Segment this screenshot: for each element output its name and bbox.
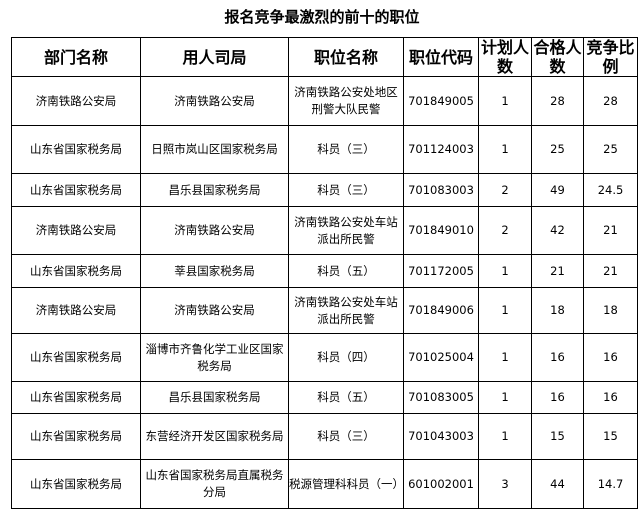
cell-qualified-count: 15	[531, 413, 584, 460]
cell-position-name: 科员（五）	[288, 254, 404, 288]
cell-bureau: 莘县国家税务局	[140, 254, 289, 288]
cell-department: 济南铁路公安局	[11, 287, 141, 334]
cell-competition-ratio: 16	[583, 381, 638, 414]
cell-bureau: 淄博市齐鲁化学工业区国家税务局	[140, 333, 289, 382]
cell-position-code: 701172005	[403, 254, 479, 288]
cell-competition-ratio: 24.5	[583, 173, 638, 207]
cell-position-name: 科员（三）	[288, 125, 404, 174]
cell-competition-ratio: 16	[583, 333, 638, 382]
cell-planned-count: 1	[478, 413, 532, 460]
cell-bureau: 昌乐县国家税务局	[140, 173, 289, 207]
cell-planned-count: 2	[478, 173, 532, 207]
cell-bureau: 山东省国家税务局直属税务分局	[140, 459, 289, 509]
table-row: 济南铁路公安局 济南铁路公安局 济南铁路公安处车站派出所民警 701849010 2 42…	[11, 206, 638, 255]
cell-department: 济南铁路公安局	[11, 76, 141, 126]
cell-competition-ratio: 14.7	[583, 459, 638, 509]
cell-planned-count: 1	[478, 76, 532, 126]
cell-position-code: 701849005	[403, 76, 479, 126]
cell-position-name: 科员（三）	[288, 413, 404, 460]
header-department: 部门名称	[11, 37, 141, 77]
cell-position-code: 701083005	[403, 381, 479, 414]
cell-position-name: 科员（三）	[288, 173, 404, 207]
cell-department: 山东省国家税务局	[11, 173, 141, 207]
header-competition-ratio: 竞争比例	[583, 37, 638, 77]
cell-bureau: 日照市岚山区国家税务局	[140, 125, 289, 174]
header-planned-count: 计划人数	[478, 37, 532, 77]
cell-position-code: 601002001	[403, 459, 479, 509]
table-row: 济南铁路公安局 济南铁路公安局 济南铁路公安处地区刑警大队民警 701849005 1 2…	[11, 76, 638, 126]
cell-qualified-count: 28	[531, 76, 584, 126]
cell-department: 山东省国家税务局	[11, 381, 141, 414]
cell-position-code: 701025004	[403, 333, 479, 382]
cell-planned-count: 3	[478, 459, 532, 509]
table-row: 山东省国家税务局 淄博市齐鲁化学工业区国家税务局 科员（四） 701025004 1 16…	[11, 333, 638, 382]
cell-position-code: 701083003	[403, 173, 479, 207]
cell-department: 山东省国家税务局	[11, 254, 141, 288]
cell-position-name: 济南铁路公安处地区刑警大队民警	[288, 76, 404, 126]
cell-qualified-count: 16	[531, 381, 584, 414]
cell-qualified-count: 16	[531, 333, 584, 382]
cell-competition-ratio: 28	[583, 76, 638, 126]
header-qualified-count: 合格人数	[531, 37, 584, 77]
cell-department: 山东省国家税务局	[11, 333, 141, 382]
table-row: 济南铁路公安局 济南铁路公安局 济南铁路公安处车站派出所民警 701849006 1 18…	[11, 287, 638, 334]
cell-planned-count: 1	[478, 333, 532, 382]
cell-position-name: 济南铁路公安处车站派出所民警	[288, 287, 404, 334]
cell-position-code: 701043003	[403, 413, 479, 460]
cell-bureau: 昌乐县国家税务局	[140, 381, 289, 414]
cell-bureau: 济南铁路公安局	[140, 287, 289, 334]
cell-bureau: 济南铁路公安局	[140, 206, 289, 255]
cell-department: 山东省国家税务局	[11, 125, 141, 174]
cell-planned-count: 1	[478, 125, 532, 174]
positions-table: 部门名称 用人司局 职位名称 职位代码 计划人数 合格人数 竞争比例 济南铁路公安局 济南铁路…	[11, 37, 638, 509]
cell-qualified-count: 49	[531, 173, 584, 207]
cell-bureau: 济南铁路公安局	[140, 76, 289, 126]
cell-competition-ratio: 15	[583, 413, 638, 460]
cell-qualified-count: 21	[531, 254, 584, 288]
cell-qualified-count: 44	[531, 459, 584, 509]
cell-planned-count: 2	[478, 206, 532, 255]
header-position-name: 职位名称	[288, 37, 404, 77]
cell-competition-ratio: 21	[583, 206, 638, 255]
table-row: 山东省国家税务局 昌乐县国家税务局 科员（三） 701083003 2 49 24.5	[11, 173, 638, 207]
cell-competition-ratio: 21	[583, 254, 638, 288]
table-header-row: 部门名称 用人司局 职位名称 职位代码 计划人数 合格人数 竞争比例	[11, 37, 638, 77]
cell-qualified-count: 18	[531, 287, 584, 334]
cell-qualified-count: 25	[531, 125, 584, 174]
cell-position-code: 701124003	[403, 125, 479, 174]
cell-qualified-count: 42	[531, 206, 584, 255]
table-row: 山东省国家税务局 东营经济开发区国家税务局 科员（三） 701043003 1 15 15	[11, 413, 638, 460]
cell-position-name: 科员（四）	[288, 333, 404, 382]
header-bureau: 用人司局	[140, 37, 289, 77]
cell-department: 济南铁路公安局	[11, 206, 141, 255]
table-row: 山东省国家税务局 昌乐县国家税务局 科员（五） 701083005 1 16 16	[11, 381, 638, 414]
cell-department: 山东省国家税务局	[11, 459, 141, 509]
header-position-code: 职位代码	[403, 37, 479, 77]
cell-position-name: 税源管理科科员（一）	[288, 459, 404, 509]
table-row: 山东省国家税务局 山东省国家税务局直属税务分局 税源管理科科员（一） 60100200…	[11, 459, 638, 509]
table-row: 山东省国家税务局 日照市岚山区国家税务局 科员（三） 701124003 1 25 25	[11, 125, 638, 174]
cell-planned-count: 1	[478, 381, 532, 414]
cell-competition-ratio: 18	[583, 287, 638, 334]
table-row: 山东省国家税务局 莘县国家税务局 科员（五） 701172005 1 21 21	[11, 254, 638, 288]
cell-position-code: 701849006	[403, 287, 479, 334]
page-title: 报名竞争最激烈的前十的职位	[224, 8, 420, 26]
cell-position-name: 济南铁路公安处车站派出所民警	[288, 206, 404, 255]
cell-competition-ratio: 25	[583, 125, 638, 174]
cell-position-name: 科员（五）	[288, 381, 404, 414]
cell-planned-count: 1	[478, 254, 532, 288]
cell-position-code: 701849010	[403, 206, 479, 255]
cell-bureau: 东营经济开发区国家税务局	[140, 413, 289, 460]
cell-planned-count: 1	[478, 287, 532, 334]
cell-department: 山东省国家税务局	[11, 413, 141, 460]
